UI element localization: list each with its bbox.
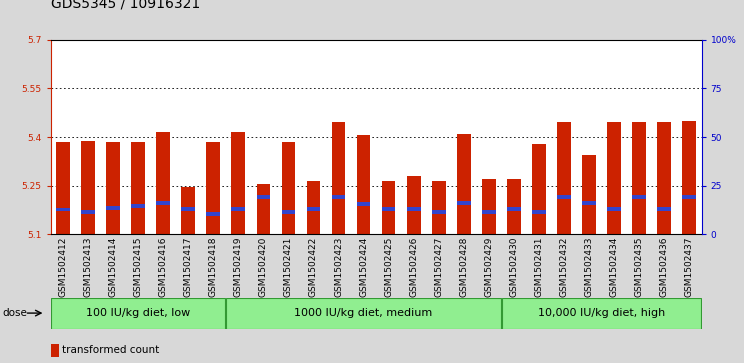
Bar	[332, 195, 345, 199]
Bar	[557, 122, 571, 234]
Text: 100 IU/kg diet, low: 100 IU/kg diet, low	[86, 308, 190, 318]
Bar	[206, 142, 220, 234]
Bar	[132, 204, 145, 208]
Bar	[182, 187, 195, 234]
Bar	[432, 210, 446, 214]
Bar	[156, 201, 170, 205]
Bar	[231, 207, 246, 211]
Bar	[407, 176, 420, 234]
Bar	[382, 181, 396, 234]
Bar	[682, 195, 696, 199]
Bar	[507, 207, 521, 211]
Bar	[206, 212, 220, 216]
Text: transformed count: transformed count	[62, 345, 159, 355]
Bar	[682, 122, 696, 234]
Bar	[557, 195, 571, 199]
Bar	[501, 298, 701, 329]
Bar	[231, 132, 246, 234]
Text: dose: dose	[2, 308, 27, 318]
Bar	[156, 132, 170, 234]
Bar	[81, 141, 95, 234]
Bar	[482, 210, 496, 214]
Bar	[281, 210, 295, 214]
Bar	[51, 344, 59, 357]
Bar	[57, 142, 70, 234]
Bar	[582, 155, 596, 234]
Bar	[281, 142, 295, 234]
Bar	[407, 207, 420, 211]
Bar	[532, 143, 546, 234]
Bar	[356, 135, 371, 234]
Bar	[532, 210, 546, 214]
Bar	[226, 298, 501, 329]
Bar	[257, 184, 270, 234]
Bar	[657, 122, 671, 234]
Bar	[607, 207, 620, 211]
Bar	[307, 207, 321, 211]
Bar	[457, 134, 471, 234]
Bar	[106, 142, 120, 234]
Bar	[582, 201, 596, 205]
Bar	[132, 142, 145, 234]
Text: GDS5345 / 10916321: GDS5345 / 10916321	[51, 0, 200, 11]
Bar	[106, 206, 120, 210]
Bar	[482, 179, 496, 234]
Bar	[51, 298, 225, 329]
Bar	[382, 207, 396, 211]
Bar	[57, 208, 70, 212]
Bar	[507, 179, 521, 234]
Bar	[356, 202, 371, 206]
Bar	[81, 210, 95, 214]
Bar	[632, 122, 646, 234]
Text: 10,000 IU/kg diet, high: 10,000 IU/kg diet, high	[538, 308, 665, 318]
Text: 1000 IU/kg diet, medium: 1000 IU/kg diet, medium	[295, 308, 433, 318]
Bar	[607, 122, 620, 234]
Bar	[432, 181, 446, 234]
Bar	[657, 207, 671, 211]
Bar	[457, 201, 471, 205]
Bar	[182, 207, 195, 211]
Bar	[632, 195, 646, 199]
Bar	[332, 122, 345, 234]
Bar	[307, 181, 321, 234]
Bar	[257, 195, 270, 199]
